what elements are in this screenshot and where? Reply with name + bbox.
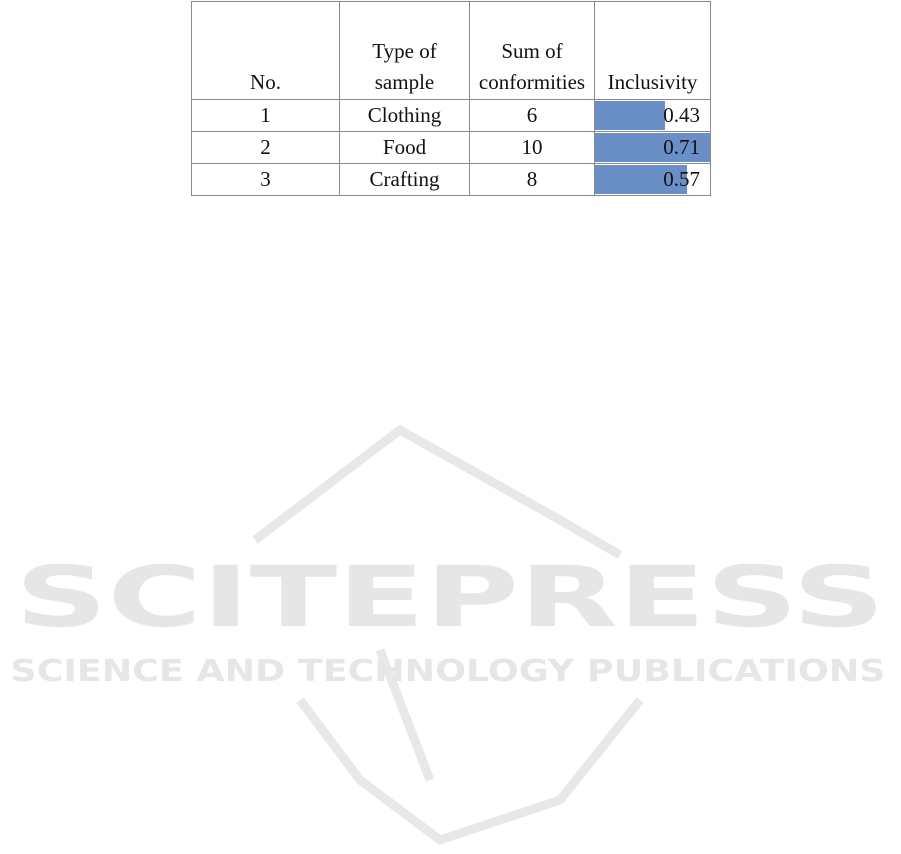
book-icon	[252, 425, 644, 845]
inclusivity-table: No. Type of sample Sum of conformities Inc…	[191, 1, 711, 196]
cell-type: Crafting	[339, 163, 470, 196]
table-row: 2 Food 10 0.71	[191, 131, 711, 164]
cell-inclusivity: 0.71	[594, 131, 711, 164]
cell-sum: 6	[469, 99, 595, 132]
table-row: 1 Clothing 6 0.43	[191, 99, 711, 132]
cell-type: Clothing	[339, 99, 470, 132]
cell-inclusivity: 0.57	[594, 163, 711, 196]
header-sum: Sum of conformities	[469, 1, 595, 100]
data-bar	[595, 101, 665, 130]
cell-no: 2	[191, 131, 340, 164]
cell-type: Food	[339, 131, 470, 164]
header-row: No. Type of sample Sum of conformities Inc…	[191, 1, 711, 100]
header-no: No.	[191, 1, 340, 100]
cell-inclusivity: 0.43	[594, 99, 711, 132]
cell-sum: 8	[469, 163, 595, 196]
table-row: 3 Crafting 8 0.57	[191, 163, 711, 196]
data-bar	[595, 133, 710, 162]
watermark-subtitle: SCIENCE AND TECHNOLOGY PUBLICATIONS	[11, 654, 886, 689]
cell-no: 3	[191, 163, 340, 196]
cell-sum: 10	[469, 131, 595, 164]
header-type: Type of sample	[339, 1, 470, 100]
header-inclusivity: Inclusivity	[594, 1, 711, 100]
watermark-title: SCITEPRESS	[15, 548, 885, 646]
data-bar	[595, 165, 688, 194]
cell-no: 1	[191, 99, 340, 132]
